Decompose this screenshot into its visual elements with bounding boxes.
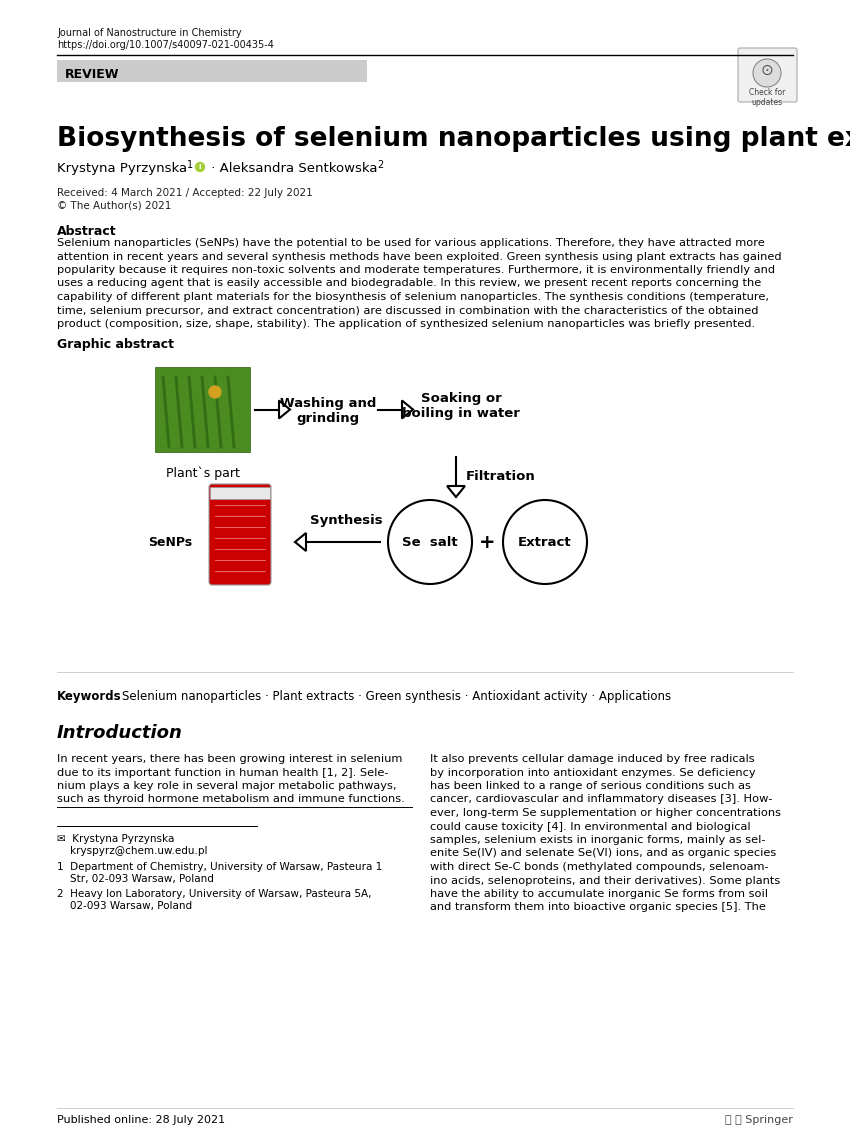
Text: Received: 4 March 2021 / Accepted: 22 July 2021: Received: 4 March 2021 / Accepted: 22 Ju… xyxy=(57,189,313,198)
Text: has been linked to a range of serious conditions such as: has been linked to a range of serious co… xyxy=(430,781,751,791)
Text: In recent years, there has been growing interest in selenium: In recent years, there has been growing … xyxy=(57,754,402,764)
Text: by incorporation into antioxidant enzymes. Se deficiency: by incorporation into antioxidant enzyme… xyxy=(430,768,756,778)
Polygon shape xyxy=(402,401,413,419)
Bar xyxy=(57,60,367,82)
Text: SeNPs: SeNPs xyxy=(148,535,192,549)
Text: i: i xyxy=(199,164,201,170)
Text: attention in recent years and several synthesis methods have been exploited. Gre: attention in recent years and several sy… xyxy=(57,252,782,262)
Text: Keywords: Keywords xyxy=(57,690,122,703)
Text: Se  salt: Se salt xyxy=(402,535,458,549)
Text: kryspyrz@chem.uw.edu.pl: kryspyrz@chem.uw.edu.pl xyxy=(57,846,207,856)
Text: 🐦 𝒮 Springer: 🐦 𝒮 Springer xyxy=(725,1115,793,1124)
Text: cancer, cardiovascular and inflammatory diseases [3]. How-: cancer, cardiovascular and inflammatory … xyxy=(430,795,773,805)
Text: It also prevents cellular damage induced by free radicals: It also prevents cellular damage induced… xyxy=(430,754,755,764)
Text: with direct Se-C bonds (methylated compounds, selenoam-: with direct Se-C bonds (methylated compo… xyxy=(430,863,768,872)
Text: Washing and
grinding: Washing and grinding xyxy=(280,397,377,425)
Text: 1: 1 xyxy=(187,160,193,170)
Circle shape xyxy=(388,500,472,584)
Polygon shape xyxy=(295,533,306,551)
Text: Published online: 28 July 2021: Published online: 28 July 2021 xyxy=(57,1115,225,1124)
Bar xyxy=(155,367,250,452)
Text: Journal of Nanostructure in Chemistry: Journal of Nanostructure in Chemistry xyxy=(57,28,241,38)
Text: have the ability to accumulate inorganic Se forms from soil: have the ability to accumulate inorganic… xyxy=(430,889,768,899)
Text: enite Se(IV) and selenate Se(VI) ions, and as organic species: enite Se(IV) and selenate Se(VI) ions, a… xyxy=(430,849,776,858)
Text: © The Author(s) 2021: © The Author(s) 2021 xyxy=(57,200,172,210)
Text: ever, long-term Se supplementation or higher concentrations: ever, long-term Se supplementation or hi… xyxy=(430,808,781,819)
Polygon shape xyxy=(279,401,290,419)
Text: REVIEW: REVIEW xyxy=(65,68,120,81)
Text: popularity because it requires non-toxic solvents and moderate temperatures. Fur: popularity because it requires non-toxic… xyxy=(57,265,775,275)
Text: ⊙: ⊙ xyxy=(761,62,774,78)
Text: nium plays a key role in several major metabolic pathways,: nium plays a key role in several major m… xyxy=(57,781,396,791)
Text: Biosynthesis of selenium nanoparticles using plant extracts: Biosynthesis of selenium nanoparticles u… xyxy=(57,126,850,152)
Text: due to its important function in human health [1, 2]. Sele-: due to its important function in human h… xyxy=(57,768,388,778)
Circle shape xyxy=(209,386,221,399)
Text: ino acids, selenoproteins, and their derivatives). Some plants: ino acids, selenoproteins, and their der… xyxy=(430,875,780,885)
Text: capability of different plant materials for the biosynthesis of selenium nanopar: capability of different plant materials … xyxy=(57,292,769,301)
Text: Introduction: Introduction xyxy=(57,724,183,742)
Bar xyxy=(210,487,270,499)
Text: and transform them into bioactive organic species [5]. The: and transform them into bioactive organi… xyxy=(430,902,766,912)
Text: uses a reducing agent that is easily accessible and biodegradable. In this revie: uses a reducing agent that is easily acc… xyxy=(57,279,762,289)
Text: samples, selenium exists in inorganic forms, mainly as sel-: samples, selenium exists in inorganic fo… xyxy=(430,835,766,844)
Polygon shape xyxy=(447,485,465,497)
Text: 02-093 Warsaw, Poland: 02-093 Warsaw, Poland xyxy=(57,901,192,911)
FancyBboxPatch shape xyxy=(738,49,797,102)
Text: product (composition, size, shape, stability). The application of synthesized se: product (composition, size, shape, stabi… xyxy=(57,320,755,329)
Text: could cause toxicity [4]. In environmental and biological: could cause toxicity [4]. In environment… xyxy=(430,822,751,831)
FancyBboxPatch shape xyxy=(209,484,271,585)
Text: Selenium nanoparticles · Plant extracts · Green synthesis · Antioxidant activity: Selenium nanoparticles · Plant extracts … xyxy=(122,690,672,703)
Text: Krystyna Pyrzynska: Krystyna Pyrzynska xyxy=(57,161,187,175)
Text: +: + xyxy=(479,533,496,551)
Circle shape xyxy=(196,163,205,172)
Text: Filtration: Filtration xyxy=(466,471,536,483)
Text: Graphic abstract: Graphic abstract xyxy=(57,338,174,351)
Text: 1  Department of Chemistry, University of Warsaw, Pasteura 1: 1 Department of Chemistry, University of… xyxy=(57,863,382,872)
Text: 2: 2 xyxy=(377,160,383,170)
Text: Extract: Extract xyxy=(518,535,572,549)
Text: Abstract: Abstract xyxy=(57,225,116,238)
Text: 2  Heavy Ion Laboratory, University of Warsaw, Pasteura 5A,: 2 Heavy Ion Laboratory, University of Wa… xyxy=(57,889,371,899)
Text: such as thyroid hormone metabolism and immune functions.: such as thyroid hormone metabolism and i… xyxy=(57,795,405,805)
Text: https://doi.org/10.1007/s40097-021-00435-4: https://doi.org/10.1007/s40097-021-00435… xyxy=(57,40,274,50)
Text: Synthesis: Synthesis xyxy=(310,514,382,527)
Text: Check for
updates: Check for updates xyxy=(749,88,785,107)
Text: Soaking or
boiling in water: Soaking or boiling in water xyxy=(402,392,520,420)
Text: Selenium nanoparticles (SeNPs) have the potential to be used for various applica: Selenium nanoparticles (SeNPs) have the … xyxy=(57,238,765,248)
Text: Str, 02-093 Warsaw, Poland: Str, 02-093 Warsaw, Poland xyxy=(57,874,214,884)
Text: ✉  Krystyna Pyrzynska: ✉ Krystyna Pyrzynska xyxy=(57,834,174,844)
Text: · Aleksandra Sentkowska: · Aleksandra Sentkowska xyxy=(207,161,377,175)
Text: time, selenium precursor, and extract concentration) are discussed in combinatio: time, selenium precursor, and extract co… xyxy=(57,306,758,315)
Text: Plant`s part: Plant`s part xyxy=(166,466,240,480)
Circle shape xyxy=(753,59,781,87)
Circle shape xyxy=(503,500,587,584)
